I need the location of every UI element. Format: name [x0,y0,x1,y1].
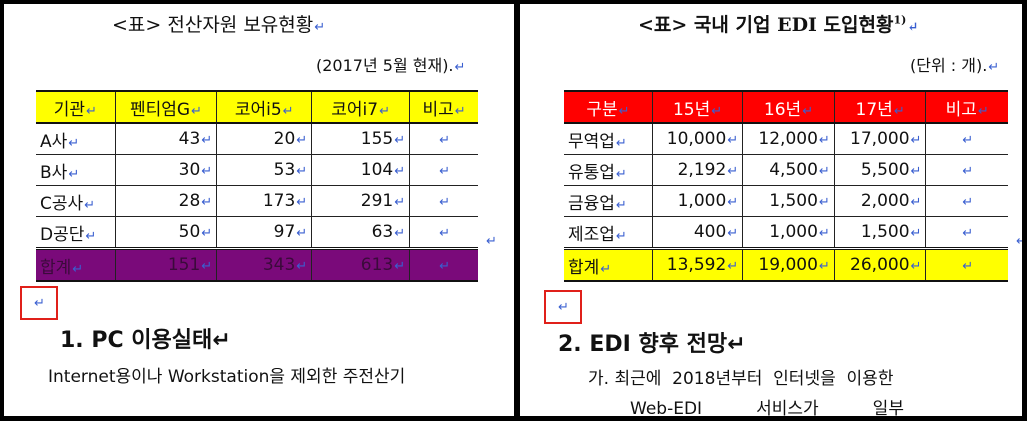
total-row: 합계↵ 13,592↵ 19,000↵ 26,000↵ ↵ [564,247,1008,282]
table-cell: ↵ [409,247,478,282]
table-cell: 104↵ [311,154,410,186]
section-heading: 1. PC 이용실태↵ [60,328,231,353]
left-document-panel: <표> 전산자원 보유현황↵ (2017년 5월 현재).↵ 기관↵ 펜티엄G↵ 코… [4,4,514,416]
table-subtitle: (2017년 5월 현재).↵ [316,56,466,75]
header-cell: 비고↵ [925,91,1008,124]
table-cell: 13,592↵ [651,247,743,282]
table-cell: 1,500↵ [833,216,926,249]
table-cell: 17,000↵ [833,123,926,155]
body-line-2: Web-EDI 서비스가 일부 [630,399,904,416]
table-cell: 합계↵ [36,247,116,282]
header-cell: 비고↵ [409,91,478,124]
table-cell: ↵ [925,123,1008,155]
table-cell: ↵ [409,216,478,249]
table-cell: 10,000↵ [651,123,743,155]
header-cell: 17년↵ [833,91,926,124]
table-cell: ↵ [409,154,478,186]
table-cell: 1,000↵ [651,185,743,217]
footnote-reference: 1) [893,13,907,27]
table-cell: ↵ [925,154,1008,186]
table-cell: 19,000↵ [742,247,835,282]
table-cell: 금융업↵ [564,185,653,217]
paragraph-mark: ↵ [486,234,497,249]
table-cell: 43↵ [114,123,217,155]
header-cell: 코어i5↵ [216,91,312,124]
paragraph-mark: ↵ [1016,234,1022,249]
table-cell: A사↵ [36,123,116,155]
table-row: D공단↵ 50↵ 97↵ 63↵ ↵ [36,216,478,249]
table-cell: 1,500↵ [742,185,835,217]
table-cell: 28↵ [114,185,217,217]
table-row: 제조업↵ 400↵ 1,000↵ 1,500↵ ↵ [564,216,1008,249]
table-row: 유통업↵ 2,192↵ 4,500↵ 5,500↵ ↵ [564,154,1008,186]
table-cell: C공사↵ [36,185,116,217]
table-row: C공사↵ 28↵ 173↵ 291↵ ↵ [36,185,478,217]
empty-paragraph-highlight: ↵ [544,290,582,324]
table-cell: ↵ [925,247,1008,282]
table-cell: 2,000↵ [833,185,926,217]
right-document-panel: <표> 국내 기업 EDI 도입현황1)↵ (단위 : 개).↵ 구분↵ 15년↵… [520,4,1022,416]
table-cell: 무역업↵ [564,123,653,155]
header-cell: 펜티엄G↵ [114,91,217,124]
header-cell: 기관↵ [36,91,116,124]
table-cell: 155↵ [311,123,410,155]
table-row: B사↵ 30↵ 53↵ 104↵ ↵ [36,154,478,186]
header-cell: 16년↵ [742,91,835,124]
table-cell: 173↵ [216,185,312,217]
header-cell: 15년↵ [651,91,743,124]
table-cell: ↵ [409,185,478,217]
table-cell: B사↵ [36,154,116,186]
table-title: <표> 전산자원 보유현황↵ [112,14,326,36]
table-cell: 343↵ [216,247,312,282]
body-paragraph: Internet용이나 Workstation을 제외한 주전산기 [48,367,406,387]
table-cell: 20↵ [216,123,312,155]
table-cell: 합계↵ [564,247,653,282]
table-cell: 151↵ [114,247,217,282]
table-cell: 5,500↵ [833,154,926,186]
table-cell: 1,000↵ [742,216,835,249]
header-cell: 코어i7↵ [311,91,410,124]
table-cell: 2,192↵ [651,154,743,186]
table-cell: ↵ [409,123,478,155]
table-cell: D공단↵ [36,216,116,249]
table-cell: 유통업↵ [564,154,653,186]
table-cell: 400↵ [651,216,743,249]
total-row: 합계↵ 151↵ 343↵ 613↵ ↵ [36,247,478,282]
table-cell: ↵ [925,216,1008,249]
table-cell: 30↵ [114,154,217,186]
header-cell: 구분↵ [564,91,653,124]
table-cell: ↵ [925,185,1008,217]
header-row: 구분↵ 15년↵ 16년↵ 17년↵ 비고↵ [564,91,1008,124]
table-unit: (단위 : 개).↵ [910,56,1000,75]
table-cell: 4,500↵ [742,154,835,186]
table-row: 금융업↵ 1,000↵ 1,500↵ 2,000↵ ↵ [564,185,1008,217]
table-cell: 613↵ [311,247,410,282]
table-cell: 291↵ [311,185,410,217]
section-heading: 2. EDI 향후 전망↵ [558,332,746,357]
body-line-1: 가. 최근에 2018년부터 인터넷을 이용한 [588,369,894,389]
table-cell: 53↵ [216,154,312,186]
header-row: 기관↵ 펜티엄G↵ 코어i5↵ 코어i7↵ 비고↵ [36,91,478,124]
table-cell: 26,000↵ [833,247,926,282]
resource-table: 기관↵ 펜티엄G↵ 코어i5↵ 코어i7↵ 비고↵ A사↵ 43↵ 20↵ 155↵ ↵ B사↵ 30… [36,90,478,282]
edi-table: 구분↵ 15년↵ 16년↵ 17년↵ 비고↵ 무역업↵ 10,000↵ 12,000↵ 17,0… [564,90,1008,282]
table-cell: 제조업↵ [564,216,653,249]
table-title: <표> 국내 기업 EDI 도입현황1)↵ [638,13,919,36]
table-cell: 12,000↵ [742,123,835,155]
table-cell: 97↵ [216,216,312,249]
table-row: A사↵ 43↵ 20↵ 155↵ ↵ [36,123,478,155]
empty-paragraph-highlight: ↵ [20,286,58,320]
table-row: 무역업↵ 10,000↵ 12,000↵ 17,000↵ ↵ [564,123,1008,155]
table-cell: 50↵ [114,216,217,249]
table-cell: 63↵ [311,216,410,249]
